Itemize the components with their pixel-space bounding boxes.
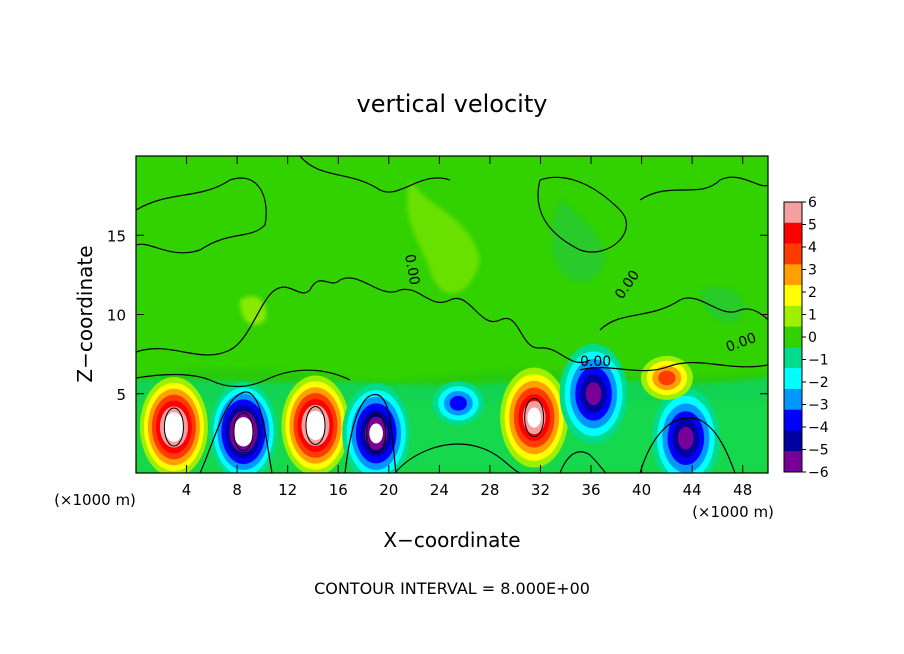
colorbar-swatch xyxy=(784,222,802,245)
cell-contour xyxy=(524,398,545,438)
upper-patch xyxy=(700,287,745,323)
cell-level xyxy=(369,423,383,444)
x-tick-label: 48 xyxy=(733,481,752,499)
x-tick-label: 20 xyxy=(379,481,398,499)
colorbar-swatch xyxy=(784,347,802,369)
colorbar-swatch xyxy=(784,264,802,286)
colorbar-swatch xyxy=(784,305,802,328)
plot-area: 0.00 0.00 0.00 0.00 xyxy=(136,156,768,473)
x-unit-right: (×1000 m) xyxy=(692,503,774,521)
colorbar-swatch xyxy=(784,326,802,348)
upper-patch xyxy=(407,180,480,294)
colorbar-tick-label: −5 xyxy=(808,443,829,459)
colorbar-swatch xyxy=(784,388,802,411)
colorbar-swatch xyxy=(784,202,802,224)
x-axis: 4 8 12 16 20 24 28 32 36 40 44 48 xyxy=(182,156,752,499)
contour-line xyxy=(394,443,521,473)
colorbar-tick-label: −3 xyxy=(808,398,829,414)
colorbar-tick-label: −4 xyxy=(808,420,829,436)
contour-line xyxy=(136,277,591,363)
downdraft-cell xyxy=(209,381,278,473)
colorbar-tick-label: 4 xyxy=(808,240,817,256)
chart-title: vertical velocity xyxy=(357,90,548,118)
cell-level xyxy=(658,370,676,386)
contour-line xyxy=(559,451,607,473)
x-tick-label: 12 xyxy=(278,481,297,499)
contour-line xyxy=(599,297,768,331)
colorbar-swatch xyxy=(784,368,802,390)
colorbar-tick-label: 6 xyxy=(808,195,817,211)
contour-line xyxy=(136,177,267,254)
updraft-cell xyxy=(500,367,569,468)
colorbar-tick-label: −2 xyxy=(808,375,829,391)
x-tick-label: 24 xyxy=(430,481,449,499)
downdraft-cell xyxy=(432,381,485,426)
x-unit-left: (×1000 m) xyxy=(54,491,136,509)
colorbar-swatch xyxy=(784,409,802,431)
downdraft-cell xyxy=(651,388,720,473)
upper-patch xyxy=(240,296,266,325)
contour-line xyxy=(199,391,273,473)
colorbar-swatch xyxy=(784,451,802,473)
cell-contour xyxy=(233,412,254,452)
colorbar-tick-label: 3 xyxy=(808,263,817,279)
y-tick-label: 10 xyxy=(107,307,126,325)
colorbar-swatch xyxy=(784,430,802,452)
x-tick-label: 16 xyxy=(329,481,348,499)
colorbar-tick-label: 2 xyxy=(808,285,817,301)
x-tick-label: 32 xyxy=(531,481,550,499)
cell-level xyxy=(585,382,602,406)
x-axis-label: X−coordinate xyxy=(383,528,520,552)
contour-line xyxy=(537,176,627,253)
cell-contour xyxy=(305,405,326,445)
updraft-cell xyxy=(139,377,208,473)
downdraft-cell xyxy=(559,343,628,444)
x-tick-label: 36 xyxy=(581,481,600,499)
updraft-cell xyxy=(281,375,350,473)
colorbar-tick-label: −6 xyxy=(808,465,829,481)
cell-level xyxy=(677,426,694,450)
colorbar-swatch xyxy=(784,285,802,307)
contour-line xyxy=(344,394,397,473)
colorbar-tick-label: 0 xyxy=(808,330,817,346)
contour-lines xyxy=(136,156,768,473)
upper-patch xyxy=(551,200,605,282)
colorbar: 6 5 4 3 2 1 0 −1 −2 −3 −4 −5 −6 xyxy=(783,195,829,481)
contour-line xyxy=(136,369,351,388)
contour-line xyxy=(299,156,451,193)
contour-line xyxy=(639,417,736,473)
contour-label: 0.00 xyxy=(580,354,611,370)
y-tick-label: 15 xyxy=(107,227,126,245)
cell-level xyxy=(449,395,467,411)
colorbar-tick-label: −1 xyxy=(808,353,829,369)
contour-line xyxy=(639,176,768,201)
x-tick-label: 28 xyxy=(480,481,499,499)
cell-level xyxy=(527,407,541,428)
colorbar-tick-label: 1 xyxy=(808,308,817,324)
cell-level xyxy=(237,422,250,441)
cell-contour xyxy=(366,413,387,453)
footer-note: CONTOUR INTERVAL = 8.000E+00 xyxy=(314,579,590,598)
contour-line xyxy=(579,362,768,372)
y-axis: 5 10 15 xyxy=(107,227,768,404)
x-tick-label: 8 xyxy=(232,481,242,499)
y-tick-label: 5 xyxy=(116,386,126,404)
cell-contour xyxy=(163,407,184,447)
cell-level xyxy=(309,416,322,435)
colorbar-tick-label: 5 xyxy=(808,218,817,234)
colorbar-swatch xyxy=(784,243,802,265)
x-tick-label: 40 xyxy=(632,481,651,499)
x-tick-label: 44 xyxy=(683,481,702,499)
x-tick-label: 4 xyxy=(182,481,192,499)
y-axis-label: Z−coordinate xyxy=(73,245,97,382)
contour-label: 0.00 xyxy=(401,253,422,286)
cell-level xyxy=(167,418,180,436)
